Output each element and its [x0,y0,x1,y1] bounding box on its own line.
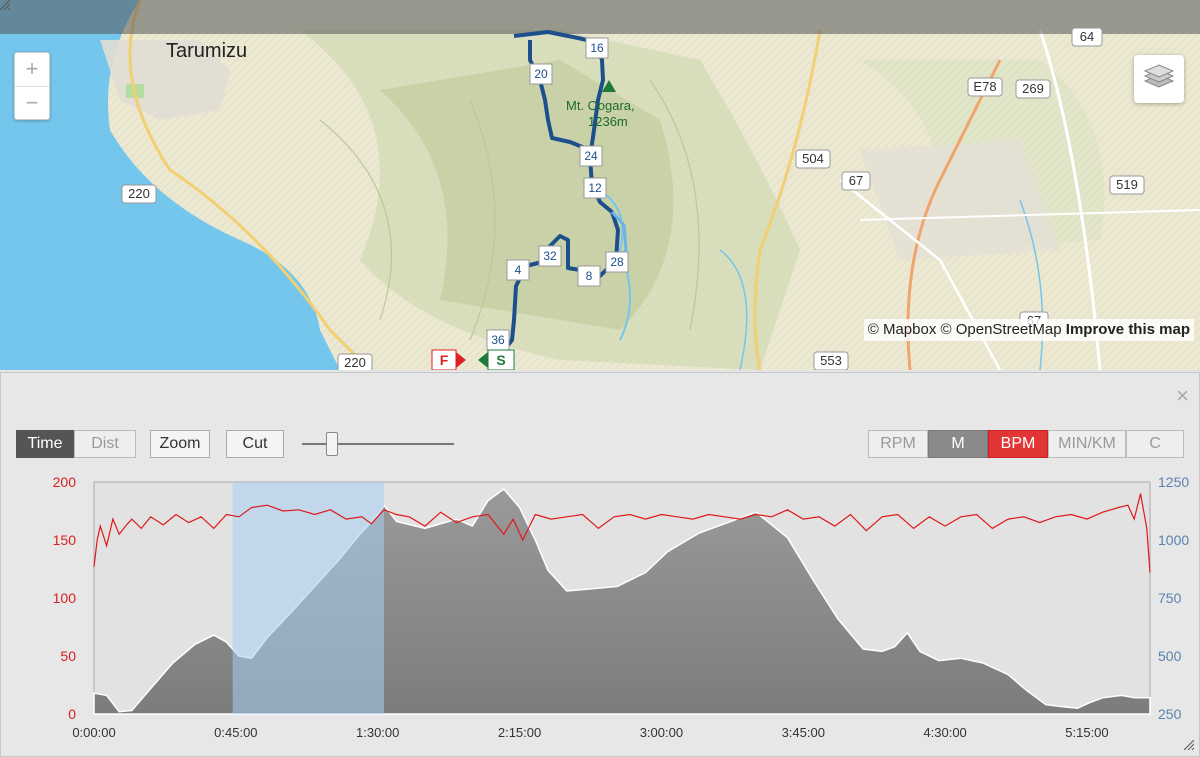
x-tick-label: 5:15:00 [1065,725,1108,740]
road-shield: 504 [795,149,831,169]
road-shield: 553 [813,351,849,370]
svg-text:24: 24 [584,149,598,163]
road-shield: 220 [337,353,373,370]
svg-text:220: 220 [128,186,150,201]
peak-elevation-label: 1236m [588,114,628,129]
svg-text:67: 67 [849,173,863,188]
svg-text:269: 269 [1022,81,1044,96]
svg-text:553: 553 [820,353,842,368]
map-attribution: © Mapbox © OpenStreetMap Improve this ma… [863,319,1194,341]
y-right-tick-label: 250 [1158,706,1182,722]
slider-thumb[interactable] [326,432,338,456]
improve-map-link[interactable]: Improve this map [1065,321,1190,338]
y-left-tick-label: 200 [53,474,77,490]
layers-button[interactable] [1134,55,1184,103]
start-marker[interactable]: S [478,349,515,370]
cut-button[interactable]: Cut [226,430,284,458]
svg-text:8: 8 [586,269,593,283]
y-right-tick-label: 750 [1158,590,1182,606]
y-right-tick-label: 500 [1158,648,1182,664]
unit-minkm-button[interactable]: MIN/KM [1048,430,1126,458]
selection-range [232,482,385,714]
route-map[interactable]: Mt. Oogara, 1236m Tarumizu 220 220 64 E7… [0,0,1200,370]
checkpoint-marker[interactable]: 8 [577,265,601,287]
place-label: Tarumizu [166,40,247,62]
x-tick-label: 3:45:00 [782,725,825,740]
y-left-tick-label: 50 [60,648,76,664]
svg-text:16: 16 [590,41,604,55]
svg-text:S: S [496,352,505,368]
road-shield: 269 [1015,79,1051,99]
peak-label: Mt. Oogara, [566,98,635,113]
unit-bpm-button[interactable]: BPM [988,430,1048,458]
y-left-tick-label: 100 [53,590,77,606]
zoom-control: + − [14,52,50,120]
x-tick-label: 0:45:00 [214,725,257,740]
svg-text:4: 4 [515,263,522,277]
svg-text:64: 64 [1080,29,1094,44]
time-toggle-button[interactable]: Time [16,430,74,458]
elevation-heart-rate-chart[interactable]: 0 50 100 150 200 250 500 750 1000 1250 0:00:00 0:45… [0,470,1200,750]
checkpoint-marker[interactable]: 24 [579,145,603,167]
layers-icon [1143,64,1175,88]
map-canvas[interactable]: Mt. Oogara, 1236m Tarumizu 220 220 64 E7… [0,0,1200,370]
svg-text:36: 36 [491,333,505,347]
checkpoint-marker[interactable]: 16 [585,37,609,59]
road-shield: 220 [121,184,157,204]
unit-c-button[interactable]: C [1126,430,1184,458]
svg-text:220: 220 [344,355,366,370]
svg-text:519: 519 [1116,177,1138,192]
svg-text:504: 504 [802,151,824,166]
close-icon[interactable]: × [1176,383,1189,408]
checkpoint-marker[interactable]: 12 [583,177,607,199]
osm-link[interactable]: © OpenStreetMap [940,321,1062,338]
smoothing-slider[interactable] [302,443,454,445]
road-shield: 64 [1071,27,1103,47]
x-tick-label: 1:30:00 [356,725,399,740]
svg-text:12: 12 [588,181,602,195]
zoom-out-button[interactable]: − [15,86,49,120]
zoom-button[interactable]: Zoom [150,430,210,458]
heart-rate-line [93,493,1151,573]
svg-text:32: 32 [543,249,557,263]
y-left-tick-label: 0 [68,706,76,722]
x-tick-label: 2:15:00 [498,725,541,740]
unit-rpm-button[interactable]: RPM [868,430,928,458]
x-tick-label: 4:30:00 [923,725,966,740]
checkpoint-marker[interactable]: 28 [605,251,629,273]
y-right-tick-label: 1250 [1158,474,1189,490]
road-shield: 519 [1109,175,1145,195]
x-tick-label: 3:00:00 [640,725,683,740]
checkpoint-marker[interactable]: 36 [486,329,510,351]
svg-text:20: 20 [534,67,548,81]
checkpoint-marker[interactable]: 4 [506,259,530,281]
road-shield: E78 [967,77,1003,97]
svg-text:F: F [440,352,449,368]
y-right-tick-label: 1000 [1158,532,1189,548]
mapbox-link[interactable]: © Mapbox [867,321,937,338]
road-shield: 67 [841,171,871,191]
dist-toggle-button[interactable]: Dist [74,430,136,458]
zoom-in-button[interactable]: + [25,56,39,81]
checkpoint-marker[interactable]: 32 [538,245,562,267]
svg-text:28: 28 [610,255,624,269]
svg-text:E78: E78 [973,79,996,94]
x-tick-label: 0:00:00 [72,725,115,740]
panel-resize-icon[interactable] [1184,740,1194,750]
y-left-tick-label: 150 [53,532,77,548]
unit-m-button[interactable]: M [928,430,988,458]
checkpoint-marker[interactable]: 20 [529,63,553,85]
finish-marker[interactable]: F [431,349,466,370]
resize-handle-icon[interactable] [0,0,10,10]
